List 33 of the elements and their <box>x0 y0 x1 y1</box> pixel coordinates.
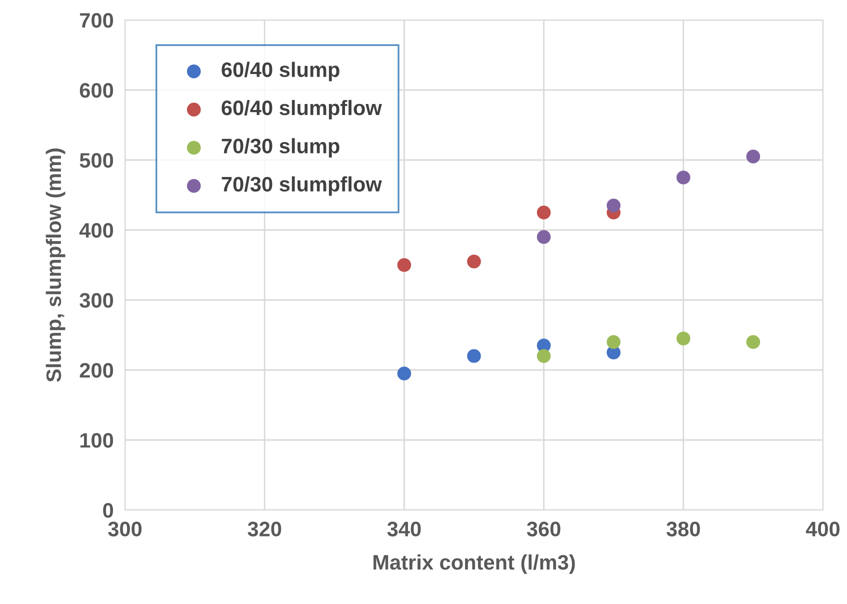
x-axis-title: Matrix content (l/m3) <box>374 554 575 574</box>
y-tick-label: 0 <box>103 503 114 518</box>
point <box>536 349 551 363</box>
y-tick-label: 500 <box>80 153 114 168</box>
point <box>467 349 481 363</box>
point <box>397 366 412 380</box>
x-tick-label: 380 <box>666 522 700 536</box>
y-tick-label: 100 <box>80 433 114 448</box>
legend-label: 60/40 slumpflow <box>222 100 382 120</box>
point <box>746 335 760 349</box>
legend-label: 60/40 slump <box>222 62 340 82</box>
y-tick-label: 200 <box>80 363 114 378</box>
point <box>746 150 760 164</box>
x-tick-label: 360 <box>526 522 560 536</box>
point <box>676 332 690 346</box>
y-tick-label: 400 <box>79 223 114 238</box>
point <box>536 206 551 220</box>
point <box>676 170 690 184</box>
x-tick-label: 340 <box>387 522 421 536</box>
x-tick-label: 400 <box>806 522 840 536</box>
x-tick-label: 320 <box>248 522 282 536</box>
y-tick-label: 700 <box>80 13 114 28</box>
point <box>606 198 621 212</box>
point <box>467 254 481 268</box>
x-tick-label: 300 <box>108 522 142 536</box>
y-tick-label: 600 <box>80 83 114 98</box>
y-axis-title: Slump, slumpflow (mm) <box>46 148 66 382</box>
point <box>397 258 412 272</box>
y-tick-label: 300 <box>80 293 114 308</box>
point <box>606 335 621 349</box>
legend-label: 70/30 slump <box>222 138 340 158</box>
legend-label: 70/30 slumpflow <box>222 176 382 196</box>
point <box>536 230 551 244</box>
